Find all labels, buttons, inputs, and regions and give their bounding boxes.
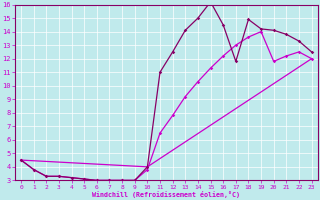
X-axis label: Windchill (Refroidissement éolien,°C): Windchill (Refroidissement éolien,°C): [92, 191, 240, 198]
